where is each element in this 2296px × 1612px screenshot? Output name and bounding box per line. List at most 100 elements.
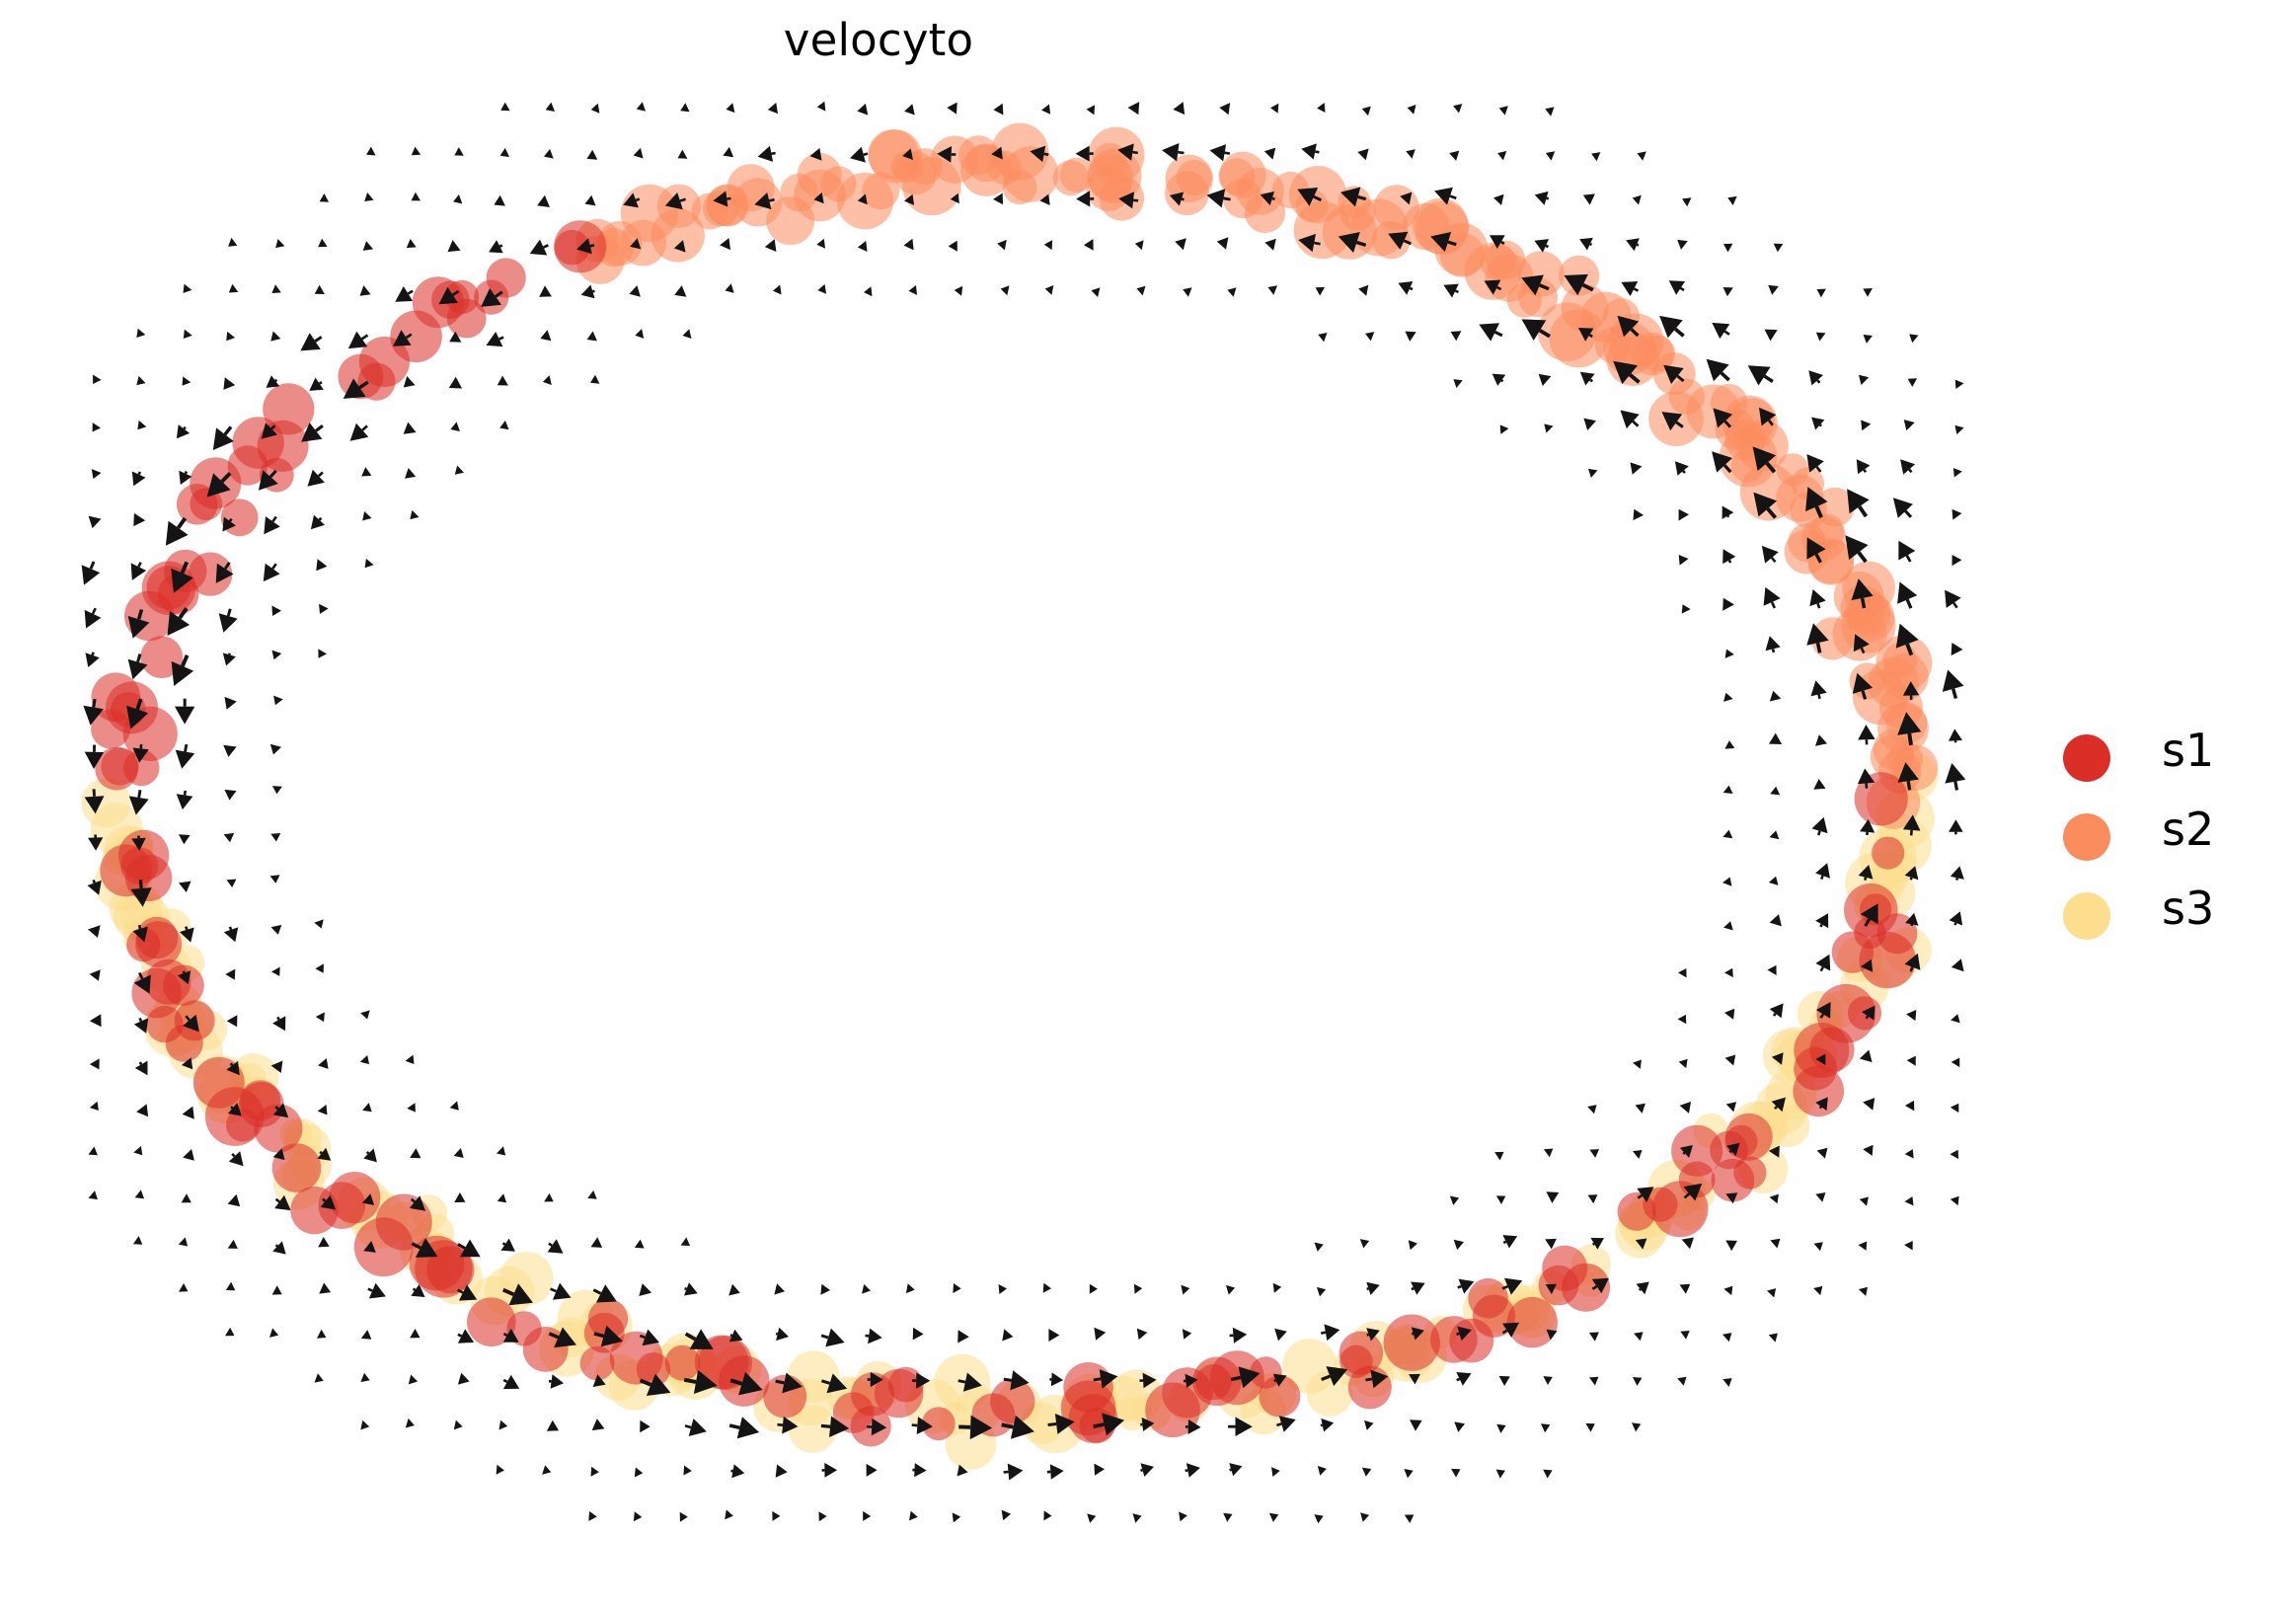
velocity-arrow <box>349 422 369 441</box>
velocity-arrow <box>318 649 327 658</box>
velocity-arrow <box>1219 103 1231 115</box>
velocity-arrow <box>1724 740 1735 749</box>
velocity-arrow <box>130 562 147 580</box>
velocity-arrow <box>991 146 1003 160</box>
legend-entry-s1[interactable]: s1 <box>2033 724 2296 803</box>
scatter-point <box>1271 171 1309 209</box>
scatter-point <box>1063 1362 1113 1413</box>
velocity-arrow <box>1771 1052 1784 1065</box>
velocity-arrow <box>1411 1327 1424 1341</box>
velocity-arrow <box>1706 358 1730 382</box>
velocity-arrow <box>318 238 328 248</box>
velocity-arrow <box>850 146 869 163</box>
velocity-arrow <box>1723 243 1733 253</box>
velocity-arrow <box>1847 489 1870 518</box>
velocity-arrow <box>360 1420 370 1430</box>
velocity-arrow <box>866 1463 878 1477</box>
velocity-arrow <box>88 515 102 529</box>
velocity-arrow <box>457 1329 475 1343</box>
velocity-arrow <box>773 284 782 295</box>
velocity-arrow <box>131 835 146 851</box>
velocity-arrow <box>1260 191 1275 206</box>
velocity-arrow <box>590 103 600 114</box>
velocity-arrow <box>1951 1014 1960 1024</box>
velocity-arrow <box>1945 763 1966 791</box>
velocity-arrow <box>1722 829 1733 839</box>
velocity-arrow <box>1591 152 1601 162</box>
velocity-arrow <box>272 1103 289 1118</box>
velocity-arrow <box>132 743 149 763</box>
velocity-arrow <box>1140 1417 1155 1431</box>
velocity-arrow <box>592 1284 617 1303</box>
velocity-arrow <box>1276 1416 1296 1432</box>
velocity-arrow <box>1582 193 1595 205</box>
velocity-arrow <box>1404 1514 1415 1523</box>
velocity-arrow <box>1538 373 1552 386</box>
velocity-arrow <box>1179 1511 1187 1522</box>
velocity-arrow <box>1661 412 1684 431</box>
velocity-arrow <box>1318 333 1328 343</box>
velocity-arrow <box>529 239 549 256</box>
scatter-point <box>412 276 464 329</box>
velocity-arrow <box>89 969 101 981</box>
velocity-arrow <box>820 1416 850 1437</box>
scatter-point <box>118 829 170 882</box>
legend-entry-s2[interactable]: s2 <box>2033 803 2296 882</box>
velocity-arrow <box>407 1103 416 1113</box>
velocity-arrow <box>177 970 191 985</box>
velocity-arrow <box>1497 151 1507 161</box>
velocity-arrow <box>1183 287 1192 297</box>
velocity-arrow <box>409 1195 426 1211</box>
scatter-point <box>1602 298 1640 336</box>
velocity-arrow <box>544 1192 554 1202</box>
scatter-point <box>1222 178 1263 219</box>
velocity-arrow <box>1725 1192 1738 1204</box>
velocity-arrow <box>1613 360 1641 385</box>
legend-entry-s3[interactable]: s3 <box>2033 882 2296 960</box>
velocity-arrow <box>359 285 371 296</box>
velocity-arrow <box>270 1060 283 1073</box>
velocity-arrow <box>1543 1376 1553 1385</box>
velocity-arrow <box>634 1467 644 1478</box>
scatter-point <box>1810 617 1854 660</box>
velocity-arrow <box>225 1281 236 1291</box>
velocity-arrow <box>1679 1102 1691 1113</box>
legend-swatch-s2 <box>2063 813 2110 861</box>
velocity-arrow <box>580 284 595 299</box>
velocity-arrow <box>1587 1194 1598 1204</box>
velocity-arrow <box>179 470 192 485</box>
velocity-arrow <box>309 377 324 391</box>
velocity-arrow <box>319 1282 332 1294</box>
velocity-arrow <box>958 1415 993 1440</box>
velocity-arrow <box>314 919 324 929</box>
scatter-point <box>1815 487 1855 527</box>
velocity-arrow <box>1815 1192 1826 1202</box>
velocity-arrow <box>1905 912 1919 927</box>
velocity-arrow <box>1366 1328 1380 1342</box>
velocity-arrow <box>1087 1513 1097 1523</box>
velocity-arrow <box>1314 1242 1324 1252</box>
velocity-arrow <box>1185 1419 1201 1434</box>
velocity-arrow <box>775 1372 803 1394</box>
velocity-arrow <box>1858 725 1875 745</box>
velocity-arrow <box>1544 423 1554 433</box>
velocity-arrow <box>1852 672 1874 700</box>
velocity-arrow <box>728 1417 760 1439</box>
velocity-arrow <box>228 283 239 293</box>
scatter-point <box>664 1344 701 1381</box>
velocity-arrow <box>362 241 373 251</box>
velocity-arrow <box>673 240 686 253</box>
velocity-arrow <box>1723 1285 1733 1296</box>
velocity-arrow <box>91 469 102 479</box>
velocity-arrow <box>165 516 189 546</box>
velocity-arrow <box>772 1510 781 1521</box>
velocity-arrow <box>904 193 915 205</box>
velocity-arrow <box>1086 105 1096 115</box>
velocity-arrow <box>1454 1421 1465 1432</box>
velocity-arrow <box>1668 280 1685 295</box>
velocity-arrow <box>127 653 148 680</box>
velocity-arrow <box>1895 623 1919 656</box>
velocity-arrow <box>447 240 461 253</box>
velocity-arrow <box>1136 1328 1148 1341</box>
velocity-arrow <box>1173 102 1186 115</box>
